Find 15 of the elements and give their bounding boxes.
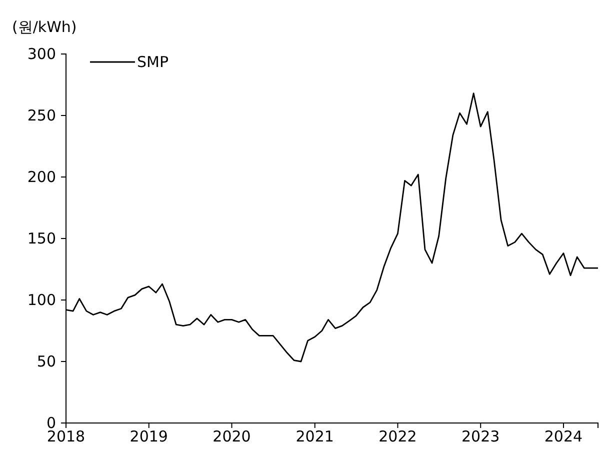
x-tick-label: 2020 <box>212 428 251 446</box>
y-axis-title: (원/kWh) <box>12 18 77 36</box>
x-tick-label: 2023 <box>462 428 500 446</box>
y-tick-label: 150 <box>27 229 56 248</box>
x-tick-label: 2018 <box>46 428 86 446</box>
y-tick-label: 50 <box>36 352 56 370</box>
y-tick-label: 300 <box>27 44 56 63</box>
x-tick-label: 2019 <box>130 428 168 446</box>
x-tick-label: 2024 <box>544 428 583 446</box>
legend-label: SMP <box>137 53 169 71</box>
x-tick-label: 2021 <box>296 428 334 446</box>
y-tick-label: 200 <box>27 168 56 186</box>
y-tick-label: 100 <box>27 290 56 309</box>
y-tick-label: 250 <box>27 106 56 124</box>
x-tick-label: 2022 <box>378 428 417 446</box>
